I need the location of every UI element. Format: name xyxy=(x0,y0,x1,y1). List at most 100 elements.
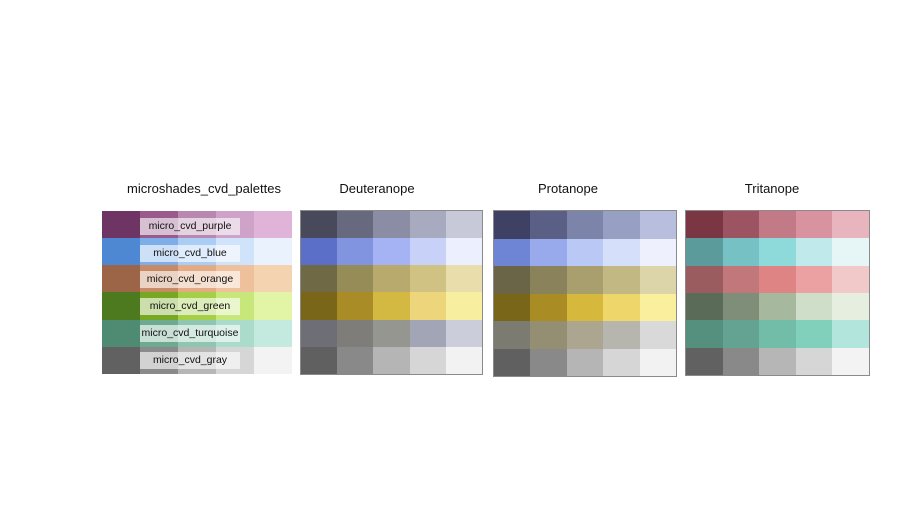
color-swatch xyxy=(102,265,140,293)
swatch-grid-original xyxy=(102,211,292,374)
color-swatch xyxy=(639,348,676,376)
color-swatch xyxy=(832,211,869,239)
color-swatch xyxy=(373,346,410,374)
color-swatch xyxy=(603,348,640,376)
color-swatch xyxy=(603,293,640,321)
color-swatch xyxy=(759,347,796,375)
color-swatch xyxy=(102,346,140,374)
color-swatch xyxy=(409,238,446,266)
color-swatch xyxy=(795,293,833,321)
color-swatch xyxy=(301,238,338,266)
color-swatch xyxy=(409,346,446,374)
color-swatch xyxy=(530,238,567,266)
color-swatch xyxy=(832,265,869,293)
color-swatch xyxy=(795,347,833,375)
color-swatch xyxy=(759,320,796,348)
color-swatch xyxy=(722,238,760,266)
color-swatch xyxy=(722,293,760,321)
color-swatch xyxy=(301,292,338,320)
color-swatch xyxy=(759,238,796,266)
color-swatch xyxy=(566,293,604,321)
color-swatch xyxy=(686,211,723,239)
color-swatch xyxy=(639,321,676,349)
panel-title-tritanope: Tritanope xyxy=(744,181,800,196)
color-swatch xyxy=(494,321,531,349)
color-swatch xyxy=(722,320,760,348)
color-swatch xyxy=(530,348,567,376)
color-swatch xyxy=(445,211,482,239)
color-swatch xyxy=(795,238,833,266)
color-swatch xyxy=(409,265,446,293)
color-swatch xyxy=(301,211,338,239)
color-swatch xyxy=(494,211,531,239)
color-swatch xyxy=(445,292,482,320)
panel-title-original: microshades_cvd_palettes xyxy=(127,181,281,196)
color-swatch xyxy=(102,319,140,347)
color-swatch xyxy=(254,238,292,266)
color-swatch xyxy=(337,265,374,293)
color-swatch xyxy=(686,238,723,266)
palette-label-gray: micro_cvd_gray xyxy=(140,352,240,369)
panel-title-deuteranope: Deuteranope xyxy=(339,181,415,196)
color-swatch xyxy=(337,211,374,239)
color-swatch xyxy=(603,211,640,239)
color-swatch xyxy=(373,265,410,293)
color-swatch xyxy=(686,320,723,348)
color-swatch xyxy=(494,266,531,294)
color-swatch xyxy=(409,319,446,347)
color-swatch xyxy=(530,321,567,349)
color-swatch xyxy=(445,346,482,374)
color-swatch xyxy=(409,211,446,239)
color-swatch xyxy=(301,346,338,374)
color-swatch xyxy=(566,266,604,294)
swatch-grid-deuteranope xyxy=(300,210,483,375)
color-swatch xyxy=(445,238,482,266)
color-swatch xyxy=(759,265,796,293)
color-swatch xyxy=(566,238,604,266)
color-swatch xyxy=(722,347,760,375)
color-swatch xyxy=(722,265,760,293)
color-swatch xyxy=(795,265,833,293)
color-swatch xyxy=(759,211,796,239)
color-swatch xyxy=(337,292,374,320)
color-swatch xyxy=(494,238,531,266)
color-swatch xyxy=(603,266,640,294)
color-swatch xyxy=(566,321,604,349)
color-swatch xyxy=(337,319,374,347)
color-swatch xyxy=(301,265,338,293)
color-swatch xyxy=(566,348,604,376)
palette-label-purple: micro_cvd_purple xyxy=(140,218,240,235)
color-swatch xyxy=(254,346,292,374)
color-swatch xyxy=(639,293,676,321)
color-swatch xyxy=(832,320,869,348)
color-swatch xyxy=(639,238,676,266)
color-swatch xyxy=(373,292,410,320)
color-swatch xyxy=(373,319,410,347)
color-swatch xyxy=(373,238,410,266)
color-swatch xyxy=(445,319,482,347)
color-swatch xyxy=(530,211,567,239)
color-swatch xyxy=(254,292,292,320)
swatch-grid-tritanope xyxy=(685,210,870,376)
color-swatch xyxy=(301,319,338,347)
swatch-grid-protanope xyxy=(493,210,677,377)
color-swatch xyxy=(566,211,604,239)
color-swatch xyxy=(759,293,796,321)
palette-label-blue: micro_cvd_blue xyxy=(140,245,240,262)
color-swatch xyxy=(254,265,292,293)
color-swatch xyxy=(530,293,567,321)
color-swatch xyxy=(795,320,833,348)
color-swatch xyxy=(494,293,531,321)
color-swatch xyxy=(254,319,292,347)
color-swatch xyxy=(530,266,567,294)
color-swatch xyxy=(832,238,869,266)
palette-label-orange: micro_cvd_orange xyxy=(140,271,240,288)
color-swatch xyxy=(409,292,446,320)
color-swatch xyxy=(445,265,482,293)
palette-label-turquoise: micro_cvd_turquoise xyxy=(140,325,240,342)
panel-title-protanope: Protanope xyxy=(538,181,598,196)
color-swatch xyxy=(102,211,140,239)
color-swatch xyxy=(254,211,292,239)
palette-label-green: micro_cvd_green xyxy=(140,298,240,315)
color-swatch xyxy=(722,211,760,239)
